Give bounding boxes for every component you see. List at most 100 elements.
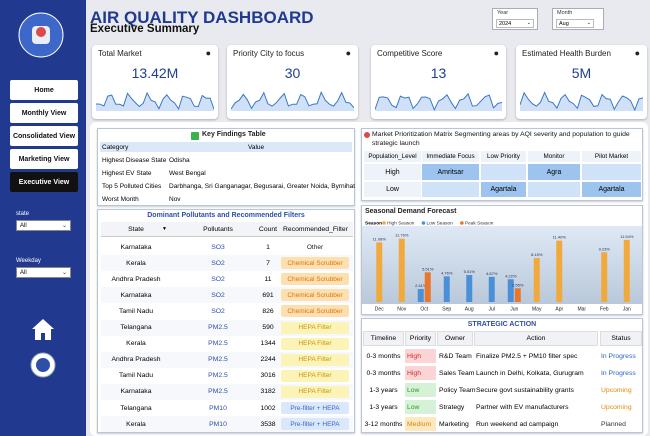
slicer-label: Weekday [16,258,41,264]
dropdown-arrow: ⌄ [61,270,67,276]
nav-button[interactable]: Consolidated View [10,126,78,146]
filter-tag: HEPA Filter [281,369,349,382]
data-label: 9.23% [599,246,611,251]
cell: West Bengal [169,170,206,177]
cell: Tamil Nadu [119,372,153,380]
data-label: 11.76% [395,233,409,238]
matrix-cell: Low [364,182,421,197]
cell: Secure govt sustainability grants [476,386,574,394]
cell: 3016 [260,372,276,380]
cell: 1344 [260,340,276,348]
cell: 1002 [260,404,276,412]
cell: PM2.5 [208,324,228,331]
bar [514,288,521,302]
data-label: 2.55% [512,282,524,287]
nav-button[interactable]: Marketing View [10,149,78,169]
cell: SO2 [211,307,225,315]
matrix-cell [422,182,479,197]
header-title: AIR QUALITY DASHBOARD [90,8,314,27]
cell: 1-3 years [369,403,398,411]
data-label: 5.01% [464,269,476,274]
status: In Progress [601,352,636,360]
slicer-dropdown[interactable]: All ⌄ [16,267,71,278]
column-header: Category [102,143,129,151]
sparkline-line [96,91,214,111]
kpi-icon: ● [493,48,499,58]
filter-tag: Chemical Scrubber [281,289,349,302]
cell: Sales Team [439,369,475,377]
bar [533,258,540,302]
panel-title: Key Findings Table [202,131,266,138]
bar [424,272,431,302]
panel-title: STRATEGIC ACTION [467,321,537,328]
sparkline [375,92,502,112]
panel: Key Findings Table Category Value Highest D… [97,128,355,206]
filter-tag: Chemical Scrubber [281,257,349,270]
nav-button[interactable]: Monthly View [10,103,78,123]
cell: 0-3 months [366,369,401,377]
cell: Kerala [126,420,146,428]
x-tick-label: Oct [420,306,428,312]
matrix-cell: Agartala [582,182,641,197]
bar [443,276,450,302]
column-header: Value [248,143,265,151]
nav-button[interactable]: Executive View [10,172,78,192]
sparkline-line [375,92,502,112]
x-tick-label: Sep [442,306,451,312]
kpi-title: Total Market [98,49,142,58]
cell: Odisha [169,157,190,164]
cell: 3538 [260,420,276,428]
filter[interactable]: Year 2024 ⌄ [492,8,538,30]
cell: Marketing [439,420,469,428]
cell: Tamil Nadu [119,307,153,315]
data-label: 4.76% [441,270,453,275]
priority-tag: Medium [405,417,436,431]
cell: 590 [262,324,274,331]
panel: Seasonal Demand Forecast Season High Seaso… [361,205,643,315]
panel-title: Dominant Pollutants and Recommended Filt… [147,212,305,219]
sort-icon: ▼ [162,226,167,232]
kpi-value: 13.42M [131,65,179,81]
cell: Finalize PM2.5 + PM10 filter spec [476,352,578,360]
x-tick-label: Nov [397,306,406,312]
sparkline [96,91,214,111]
home-icon [32,319,54,340]
x-tick-label: Jun [510,306,518,312]
pin-icon [364,132,370,138]
kpi-icon: ● [345,48,351,58]
cell: 1-3 years [369,386,398,394]
bottom-logo [30,352,56,378]
dropdown-arrow: ⌄ [61,223,67,229]
bar [417,289,424,302]
filter-tag: HEPA Filter [281,353,349,366]
cell: Karnataka [120,388,152,396]
filter-tag: Chemical Scrubber [281,273,349,286]
cell: Karnataka [120,291,152,299]
kpi-title: Estimated Health Burden [522,49,611,58]
panel: STRATEGIC ACTION Timeline Priority Owner Act… [361,318,643,433]
kpi-card: Estimated Health Burden ● 5M [516,45,647,119]
nav-button[interactable]: Home [10,80,78,100]
cell: 7 [266,259,270,267]
legend-label: High Season [387,220,415,226]
legend-marker [382,221,386,225]
slicer-dropdown[interactable]: All ⌄ [16,220,71,231]
bar [488,276,495,302]
cell: Darbhanga, Sri Ganganagar, Begusarai, Gr… [169,183,356,190]
cell: Kerala [126,340,146,348]
x-tick-label: Apr [555,306,563,312]
matrix-cell: Amritsar [422,164,479,180]
kpi-value: 30 [284,65,301,81]
filter[interactable]: Month Aug ⌄ [552,8,604,30]
data-label: 11.40% [553,235,567,240]
bar [466,275,473,302]
dropdown-arrow: ⌄ [586,20,591,26]
x-tick-label: Aug [465,306,474,312]
logo-art [36,27,46,37]
priority-tag: Low [405,383,436,397]
column-header: Pollutants [203,226,233,233]
cell: 691 [262,291,274,299]
column-header: Low Priority [481,151,526,162]
cell: SO2 [211,275,225,283]
